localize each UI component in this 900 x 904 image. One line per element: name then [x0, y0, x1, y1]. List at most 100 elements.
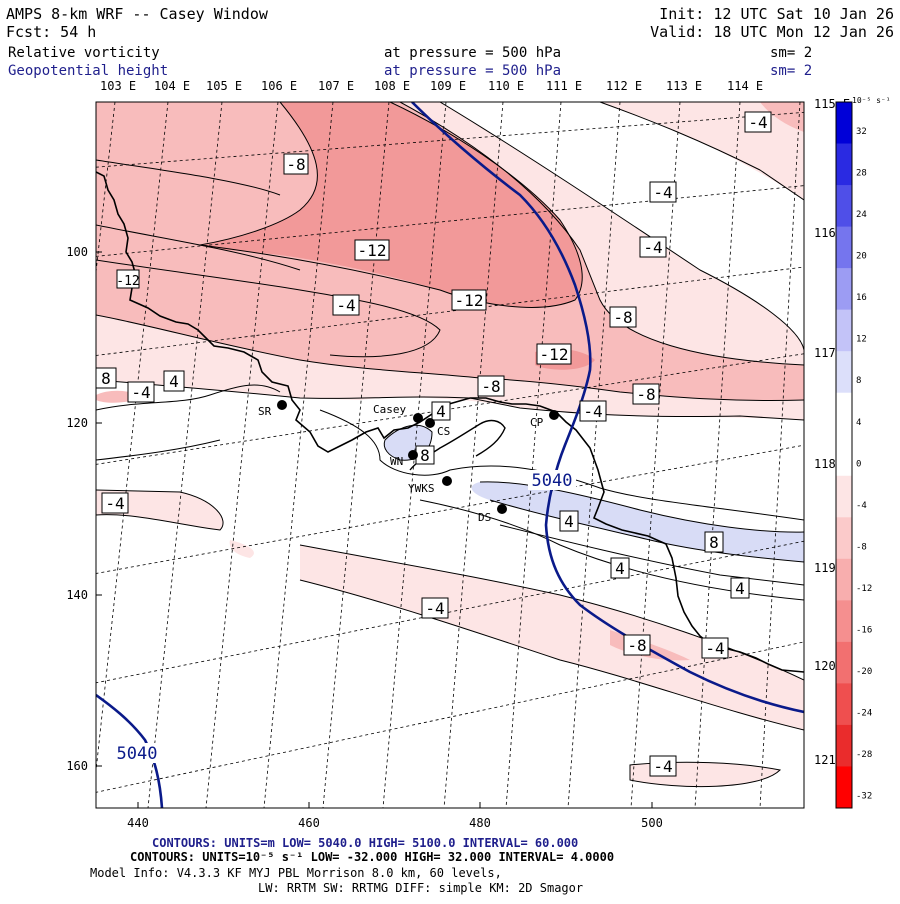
colorbar-tick-label: -32 — [856, 792, 872, 802]
colorbar-swatch — [836, 185, 852, 228]
vorticity-label: -4 — [421, 597, 449, 619]
vorticity-label: -4 — [701, 637, 729, 659]
svg-text:4: 4 — [169, 372, 179, 391]
svg-text:-8: -8 — [613, 308, 632, 327]
forecast-hour: Fcst: 54 h — [6, 23, 96, 41]
svg-text:CS: CS — [437, 425, 450, 438]
colorbar-swatch — [836, 351, 852, 394]
colorbar-tick-label: 32 — [856, 127, 867, 137]
vorticity-label: -8 — [623, 634, 651, 656]
svg-text:5040: 5040 — [532, 471, 573, 491]
footer-model-info: Model Info: V4.3.3 KF MYJ PBL Morrison 8… — [90, 866, 502, 880]
vorticity-label: 8 — [704, 531, 724, 553]
colorbar-swatch — [836, 309, 852, 352]
svg-text:-4: -4 — [748, 113, 767, 132]
colorbar-tick-label: 24 — [856, 210, 867, 220]
vorticity-contour — [96, 159, 281, 196]
top-lon-label: 103 E — [100, 79, 136, 93]
vorticity-label: -4 — [649, 755, 677, 777]
x-axis: 440 460 480 500 — [127, 802, 663, 830]
svg-text:-12: -12 — [455, 291, 484, 310]
stations: SR Casey CS WN CP YWKS DS — [258, 400, 559, 524]
vorticity-label: -4 — [744, 111, 772, 133]
svg-text:-4: -4 — [336, 296, 355, 315]
init-time: Init: 12 UTC Sat 10 Jan 26 — [659, 5, 894, 23]
top-lon-label: 108 E — [374, 79, 410, 93]
y-tick-label: 140 — [66, 588, 88, 602]
vorticity-label: -8 — [632, 383, 660, 405]
station-cs: CS — [425, 418, 450, 438]
colorbar-tick-label: 20 — [856, 252, 867, 262]
svg-text:SR: SR — [258, 405, 272, 418]
vorticity-contour — [96, 379, 804, 421]
top-lon-label: 114 E — [727, 79, 763, 93]
svg-text:-4: -4 — [425, 599, 444, 618]
x-tick-label: 460 — [298, 816, 320, 830]
figure-title: AMPS 8-km WRF -- Casey Window — [6, 5, 269, 23]
vorticity-label: 8 — [96, 367, 117, 389]
svg-text:-4: -4 — [643, 238, 662, 257]
svg-text:-8: -8 — [636, 385, 655, 404]
svg-text:CP: CP — [530, 416, 544, 429]
vorticity-label: -4 — [639, 236, 667, 258]
vorticity-contour — [499, 524, 804, 586]
vorticity-contour — [96, 489, 224, 531]
station-casey: Casey — [373, 403, 423, 423]
svg-text:8: 8 — [709, 533, 719, 552]
y-tick-label: 160 — [66, 759, 88, 773]
svg-text:-8: -8 — [627, 636, 646, 655]
valid-time: Valid: 18 UTC Mon 12 Jan 26 — [650, 23, 894, 41]
svg-text:-4: -4 — [653, 757, 672, 776]
colorbar-tick-label: 4 — [856, 418, 861, 428]
vorticity-contour — [96, 224, 301, 271]
colorbar-frame — [835, 101, 853, 809]
colorbar-tick-label: 12 — [856, 335, 867, 345]
field2-name: Geopotential height — [8, 63, 168, 79]
field2-smooth: sm= 2 — [770, 63, 812, 79]
colorbar-tick-label: -28 — [856, 750, 872, 760]
svg-text:-12: -12 — [116, 274, 139, 289]
svg-text:DS: DS — [478, 511, 491, 524]
svg-text:8: 8 — [420, 446, 430, 465]
svg-text:YWKS: YWKS — [408, 482, 435, 495]
colorbar-swatch — [836, 600, 852, 643]
field1-smooth: sm= 2 — [770, 45, 812, 61]
colorbar-swatch — [836, 268, 852, 311]
top-lon-label: 104 E — [154, 79, 190, 93]
colorbar-swatch — [836, 766, 852, 809]
vorticity-label: -8 — [283, 153, 309, 175]
station-ywks: YWKS — [408, 476, 452, 495]
top-lon-label: 113 E — [666, 79, 702, 93]
vorticity-label: 4 — [163, 370, 185, 392]
vorticity-label: -4 — [579, 400, 607, 422]
colorbar-swatch — [836, 641, 852, 684]
svg-text:5040: 5040 — [117, 744, 158, 764]
vorticity-contour — [199, 102, 583, 308]
y-tick-label: 100 — [66, 245, 88, 259]
svg-text:-4: -4 — [105, 494, 124, 513]
vorticity-label: -8 — [477, 375, 505, 397]
vorticity-label: 4 — [431, 401, 451, 421]
top-lon-label: 105 E — [206, 79, 242, 93]
colorbar-tick-label: -8 — [856, 542, 867, 552]
svg-text:4: 4 — [615, 559, 625, 578]
vorticity-label: 4 — [610, 557, 630, 579]
vorticity-label: 4 — [730, 577, 750, 599]
vorticity-label: -4 — [438, 520, 464, 540]
top-lon-labels: 103 E 104 E 105 E 106 E 107 E 108 E 109 … — [100, 79, 763, 93]
colorbar-tick-label: -20 — [856, 667, 872, 677]
vorticity-label: 4 — [559, 510, 579, 532]
footer-vorticity-contours: CONTOURS: UNITS=10⁻⁵ s⁻¹ LOW= -32.000 HI… — [130, 850, 614, 864]
colorbar-unit: 10⁻⁵ s⁻¹ — [852, 96, 891, 105]
svg-text:Casey: Casey — [373, 403, 406, 416]
height-contour-5040 — [96, 693, 164, 808]
station-cp: CP — [530, 410, 559, 429]
vorticity-label: -4 — [127, 381, 155, 403]
svg-text:4: 4 — [436, 402, 446, 421]
vorticity-contour — [299, 544, 804, 681]
top-lon-label: 111 E — [546, 79, 582, 93]
map-frame — [95, 101, 805, 809]
footer-height-contours: CONTOURS: UNITS=m LOW= 5040.0 HIGH= 5100… — [152, 836, 578, 850]
colorbar-swatch — [836, 226, 852, 269]
svg-text:-8: -8 — [286, 155, 305, 174]
